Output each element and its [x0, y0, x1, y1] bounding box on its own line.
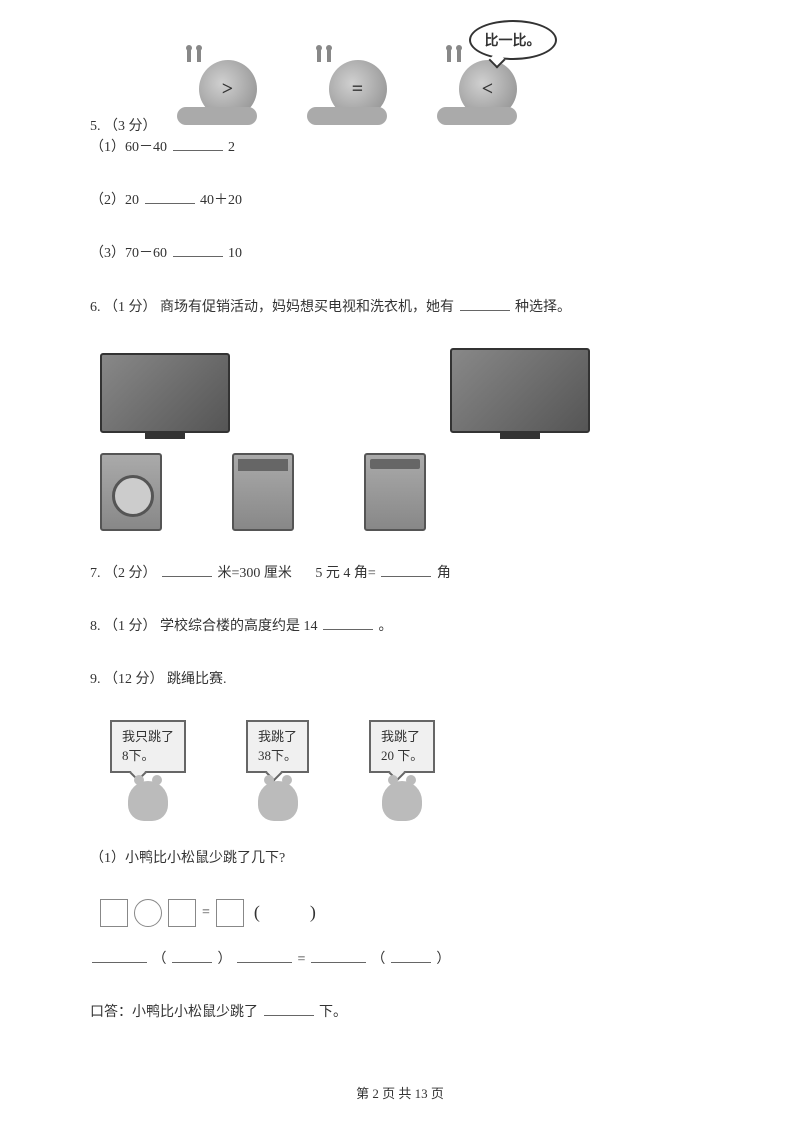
- blank-input[interactable]: [381, 561, 431, 577]
- jump-illustration: 我只跳了 8下。 我跳了 38下。 我跳了 20 下。: [110, 720, 710, 820]
- jump2-line1: 我跳了: [258, 728, 297, 746]
- q5-points: （3 分）: [104, 119, 157, 134]
- q7-label: 7.: [90, 566, 101, 581]
- q8-label: 8.: [90, 619, 101, 634]
- q9-blank-line: （ ） = （ ）: [90, 947, 710, 972]
- q5-sub3-tail: 10: [228, 246, 242, 261]
- q9-sub1-text: （1）小鸭比小松鼠少跳了几下?: [90, 851, 285, 866]
- paren: （: [371, 952, 385, 967]
- q5-sub1-tail: 2: [228, 140, 235, 155]
- q5-sub2-text: （2）20: [90, 193, 139, 208]
- paren-close: ): [310, 902, 316, 923]
- speech-bubble: 比一比。: [469, 20, 557, 60]
- blank-input[interactable]: [264, 1000, 314, 1016]
- snail-lt-icon: < 比一比。: [437, 60, 527, 125]
- blank-input[interactable]: [391, 947, 431, 963]
- washer-icon: [232, 453, 294, 531]
- q9-sub1: （1）小鸭比小松鼠少跳了几下?: [90, 846, 710, 871]
- paren: （: [153, 952, 167, 967]
- q6-points: （1 分）: [104, 300, 157, 315]
- q5-sub2: （2）20 40＋20: [90, 188, 710, 213]
- paren-open: (: [254, 902, 260, 923]
- q8-text-b: 。: [379, 619, 393, 634]
- q8-text-a: 学校综合楼的高度约是 14: [160, 619, 318, 634]
- q9-title: 跳绳比赛.: [167, 672, 227, 687]
- q7-points: （2 分）: [104, 566, 157, 581]
- page-footer: 第 2 页 共 13 页: [0, 1083, 800, 1102]
- speech-box: 我跳了 20 下。: [369, 720, 435, 772]
- q8-points: （1 分）: [104, 619, 157, 634]
- q6-text-b: 种选择。: [515, 300, 571, 315]
- blank-input[interactable]: [323, 614, 373, 630]
- blank-input[interactable]: [237, 947, 292, 963]
- jump-squirrel: 我跳了 38下。: [246, 720, 309, 820]
- speech-box: 我跳了 38下。: [246, 720, 309, 772]
- blank-input[interactable]: [162, 561, 212, 577]
- jump2-line2: 38下。: [258, 747, 297, 765]
- page-number: 第 2 页 共 13 页: [356, 1086, 444, 1101]
- blank-input[interactable]: [173, 241, 223, 257]
- tv-icon: [450, 348, 590, 433]
- circle-box-input[interactable]: [134, 899, 162, 927]
- question-8: 8. （1 分） 学校综合楼的高度约是 14 。: [90, 614, 710, 639]
- washer-icon: [364, 453, 426, 531]
- blank-input[interactable]: [92, 947, 147, 963]
- q9-answer: 口答：小鸭比小松鼠少跳了 下。: [90, 1000, 710, 1025]
- q5-label: 5.: [90, 119, 101, 134]
- blank-input[interactable]: [311, 947, 366, 963]
- q5-sub3-text: （3）70－60: [90, 246, 167, 261]
- pig-icon: [382, 781, 422, 821]
- equation-boxes: = ( ): [100, 899, 710, 927]
- paren: ）: [218, 952, 232, 967]
- equals-sign: =: [202, 905, 210, 921]
- jump3-line2: 20 下。: [381, 747, 423, 765]
- paren: ）: [436, 952, 450, 967]
- jump1-line2: 8下。: [122, 747, 174, 765]
- q5-sub1-text: （1）60－40: [90, 140, 167, 155]
- q6-text-a: 商场有促销活动，妈妈想买电视和洗衣机，她有: [160, 300, 454, 315]
- question-9: 9. （12 分） 跳绳比赛.: [90, 667, 710, 692]
- q9-answer-tail: 下。: [319, 1005, 347, 1020]
- q9-answer-text: 口答：小鸭比小松鼠少跳了: [90, 1005, 258, 1020]
- blank-input[interactable]: [145, 188, 195, 204]
- equals: =: [298, 952, 306, 967]
- blank-input[interactable]: [172, 947, 212, 963]
- square-box-input[interactable]: [168, 899, 196, 927]
- q5-sub3: （3）70－60 10: [90, 241, 710, 266]
- q5-sub1: （1）60－40 2: [90, 135, 710, 160]
- duck-icon: [128, 781, 168, 821]
- tv-row: [100, 348, 710, 433]
- snail-gt-icon: >: [177, 60, 267, 125]
- blank-input[interactable]: [460, 295, 510, 311]
- question-7: 7. （2 分） 米=300 厘米 5 元 4 角= 角: [90, 561, 710, 586]
- q6-label: 6.: [90, 300, 101, 315]
- q9-label: 9.: [90, 672, 101, 687]
- q7-text-a: 米=300 厘米: [218, 566, 292, 581]
- jump-pig: 我跳了 20 下。: [369, 720, 435, 820]
- q9-points: （12 分）: [104, 672, 164, 687]
- washer-row: [100, 453, 710, 531]
- blank-input[interactable]: [173, 135, 223, 151]
- q7-text-b: 5 元 4 角=: [315, 566, 375, 581]
- jump3-line1: 我跳了: [381, 728, 423, 746]
- question-5-header: 5. （3 分） > = < 比一比。: [90, 60, 710, 135]
- squirrel-icon: [258, 781, 298, 821]
- tv-icon: [100, 353, 230, 433]
- question-6: 6. （1 分） 商场有促销活动，妈妈想买电视和洗衣机，她有 种选择。: [90, 295, 710, 320]
- speech-box: 我只跳了 8下。: [110, 720, 186, 772]
- washer-icon: [100, 453, 162, 531]
- snail-eq-icon: =: [307, 60, 397, 125]
- square-box-input[interactable]: [100, 899, 128, 927]
- snails-illustration: > = < 比一比。: [177, 60, 527, 125]
- jump-duck: 我只跳了 8下。: [110, 720, 186, 820]
- q7-text-c: 角: [437, 566, 451, 581]
- q5-sub2-tail: 40＋20: [200, 193, 242, 208]
- square-box-input[interactable]: [216, 899, 244, 927]
- jump1-line1: 我只跳了: [122, 728, 174, 746]
